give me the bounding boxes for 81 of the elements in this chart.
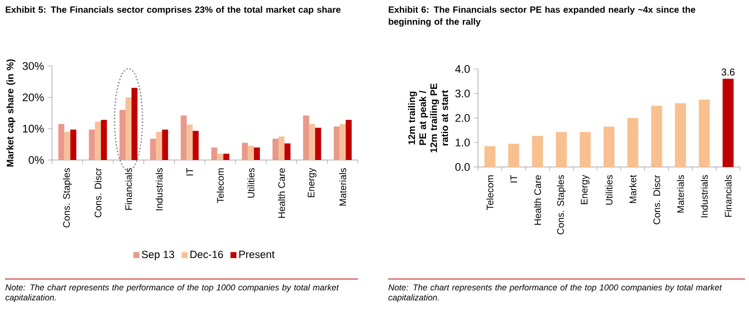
bar (211, 147, 218, 160)
y-axis-title: Market cap share (in %) (6, 59, 16, 166)
legend-label: Present (239, 250, 275, 258)
bar (340, 124, 346, 160)
x-tick-label: Utilities (247, 168, 254, 198)
bar (248, 146, 254, 160)
x-tick-label: IT (510, 175, 517, 182)
bar (192, 130, 199, 160)
bar (532, 136, 544, 167)
x-tick-label: Utilities (606, 175, 612, 205)
bar (162, 130, 168, 160)
bar (223, 154, 230, 160)
bar (334, 126, 340, 160)
x-tick-label: Industrials (700, 175, 708, 218)
y-tick-label: 30% (22, 62, 44, 70)
bar (580, 132, 591, 167)
x-tick-label: Materials (676, 175, 684, 213)
x-tick-label: Cons. Discr (653, 174, 660, 224)
legend-label: Sep 13 (142, 250, 174, 260)
bar (278, 136, 284, 160)
x-tick-label: Health Care (534, 175, 542, 225)
x-tick-label: Industrials (156, 168, 163, 210)
y-tick-label: 2.0 (455, 114, 470, 122)
text: Note: The chart represents the performance of the top 1000 companies by total market capitalization. (5, 284, 339, 302)
y-tick-label: 1.0 (456, 138, 470, 146)
x-tick-label: Health Care (278, 168, 285, 218)
bar (272, 138, 278, 160)
bar (627, 118, 638, 167)
x-tick-label: Energy (580, 174, 590, 204)
x-tick-label: Telecom (486, 175, 494, 210)
bar (150, 138, 156, 160)
bar (651, 106, 662, 167)
x-tick-label: Cons. Staples (556, 175, 566, 234)
bar (674, 103, 686, 167)
bar (303, 116, 310, 160)
x-tick-label: Market (629, 174, 636, 204)
bar (120, 110, 126, 160)
bar (508, 144, 520, 167)
x-tick-label: IT (186, 168, 193, 176)
bar (88, 130, 95, 160)
bar (100, 120, 107, 160)
chart-title: Exhibit 6: The Financials sector PE has expanded nearly ~4x since the beginning of the rally (388, 6, 696, 27)
y-tick-label: 3.0 (455, 90, 470, 98)
x-tick-label: Materials (339, 168, 346, 206)
bar (156, 132, 162, 160)
bar (315, 128, 322, 160)
y-tick-label: 0% (28, 156, 44, 164)
y-tick-label: 4.0 (455, 65, 470, 73)
bar (186, 124, 193, 160)
bar (94, 122, 101, 160)
text: Note: The chart represents the performance of the top 1000 companies by total market capitalization. (388, 284, 722, 302)
chart-title: Exhibit 5: The Financials sector comprises 23% of the total market cap share (6, 6, 340, 15)
x-tick-label: Financials (125, 168, 132, 210)
bar (132, 88, 138, 160)
bar (242, 142, 248, 160)
x-tick-label: Cons. Discr (94, 168, 102, 218)
x-tick-label: Financials (724, 175, 732, 217)
bar (217, 154, 224, 160)
x-tick-label: Energy (308, 168, 316, 198)
bar (484, 146, 496, 167)
bar (346, 120, 352, 160)
bar (604, 126, 615, 167)
data-label: 3.6 (722, 68, 735, 76)
x-tick-label: Telecom (216, 168, 224, 203)
bar (309, 124, 316, 160)
y-axis-title: 12m trailing PE at peak / 12m trailing PE ratio at start (408, 84, 448, 152)
bar (698, 100, 710, 167)
legend-label: Dec-16 (190, 250, 224, 258)
bar (722, 78, 734, 167)
bar (126, 97, 132, 160)
bar (556, 132, 567, 167)
bar (180, 116, 187, 160)
y-tick-label: 20% (22, 93, 44, 102)
bar (64, 132, 70, 160)
x-tick-label: Cons. Staples (62, 168, 72, 228)
bar (70, 130, 76, 160)
bar (254, 147, 260, 160)
y-tick-label: 10% (23, 124, 44, 133)
y-tick-label: 0.0 (455, 163, 470, 171)
bar (58, 124, 64, 160)
bar (284, 143, 291, 160)
